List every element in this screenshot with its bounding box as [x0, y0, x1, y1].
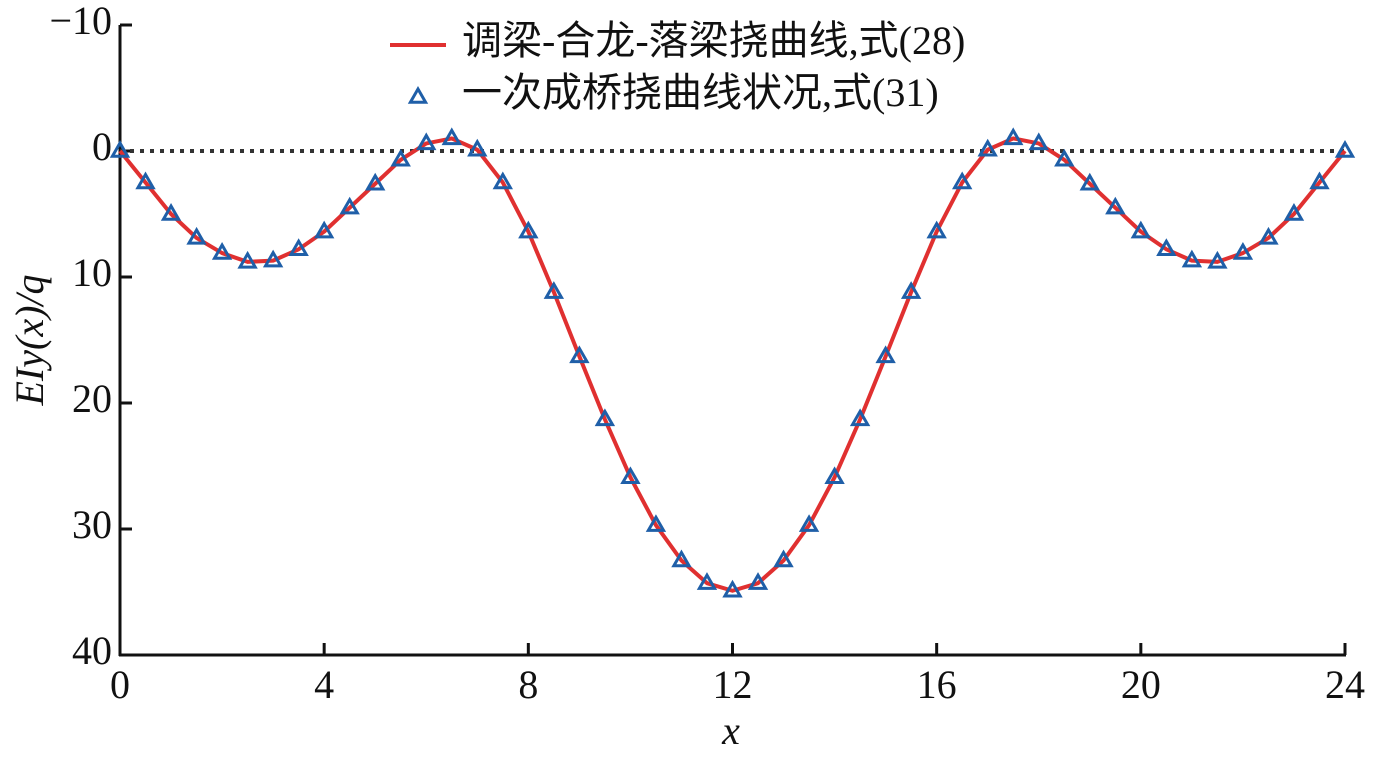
- triangle-marker: [696, 572, 718, 590]
- triangle-marker: [339, 196, 360, 215]
- triangle-marker: [926, 220, 947, 239]
- triangle-marker: [1156, 238, 1177, 256]
- triangle-marker: [569, 345, 590, 364]
- y-tick-label: 30: [72, 502, 112, 547]
- triangle-marker: [365, 172, 386, 191]
- triangle-marker: [441, 127, 462, 146]
- triangle-marker: [237, 250, 258, 269]
- data-line: [118, 136, 1347, 593]
- legend-label: 调梁-合龙-落梁挠曲线,式(28): [462, 18, 965, 63]
- triangle-marker: [773, 549, 794, 568]
- triangle-marker: [1079, 172, 1100, 191]
- x-tick-label: 0: [110, 662, 130, 707]
- legend-marker: [407, 85, 429, 104]
- triangle-marker: [262, 249, 284, 268]
- triangle-marker: [722, 579, 743, 598]
- triangle-marker: [492, 171, 514, 190]
- triangle-marker: [951, 171, 973, 190]
- triangle-marker: [1207, 250, 1228, 269]
- triangle-marker: [620, 466, 641, 485]
- x-axis-label: x: [721, 708, 740, 753]
- triangle-marker: [1054, 148, 1075, 167]
- triangle-marker: [186, 226, 207, 245]
- triangle-marker: [1309, 171, 1330, 190]
- legend-label: 一次成桥挠曲线状况,式(31): [462, 70, 939, 115]
- triangle-marker: [543, 281, 565, 299]
- triangle-marker: [671, 549, 692, 568]
- triangle-marker: [518, 220, 539, 239]
- y-tick-label: 40: [72, 628, 112, 673]
- x-tick-label: 20: [1121, 662, 1161, 707]
- triangle-marker: [875, 345, 896, 364]
- triangle-marker: [1105, 196, 1126, 215]
- x-tick-label: 24: [1325, 662, 1365, 707]
- triangle-marker: [1232, 242, 1254, 260]
- y-axis-label: EIy(x)/q: [7, 274, 52, 406]
- triangle-marker: [135, 171, 156, 190]
- triangle-marker: [1003, 127, 1024, 146]
- x-tick-label: 12: [713, 662, 753, 707]
- triangle-marker: [798, 514, 820, 532]
- x-tick-label: 16: [917, 662, 957, 707]
- triangle-marker: [900, 281, 922, 299]
- y-tick-label: −10: [49, 0, 112, 43]
- x-tick-label: 4: [314, 662, 334, 707]
- y-tick-label: 20: [72, 376, 112, 421]
- triangle-marker: [390, 148, 411, 167]
- triangle-marker: [288, 238, 309, 256]
- x-tick-label: 8: [518, 662, 538, 707]
- y-tick-label: 10: [72, 250, 112, 295]
- triangle-marker: [1130, 220, 1152, 239]
- triangle-marker: [467, 138, 488, 157]
- triangle-marker: [594, 408, 616, 427]
- triangle-marker: [313, 220, 335, 239]
- triangle-marker: [824, 466, 845, 485]
- triangle-marker: [1028, 132, 1049, 151]
- triangle-marker: [1334, 139, 1356, 158]
- triangle-marker: [416, 132, 437, 151]
- triangle-marker: [1258, 226, 1279, 245]
- triangle-marker: [849, 408, 871, 427]
- triangle-marker: [747, 572, 769, 590]
- triangle-marker: [160, 202, 182, 221]
- triangle-marker: [211, 242, 233, 260]
- y-tick-label: 0: [92, 124, 112, 169]
- triangle-marker: [977, 138, 998, 157]
- triangle-marker: [1283, 202, 1305, 221]
- triangle-marker: [645, 514, 667, 532]
- triangle-marker: [109, 139, 131, 158]
- triangle-marker: [1181, 249, 1203, 268]
